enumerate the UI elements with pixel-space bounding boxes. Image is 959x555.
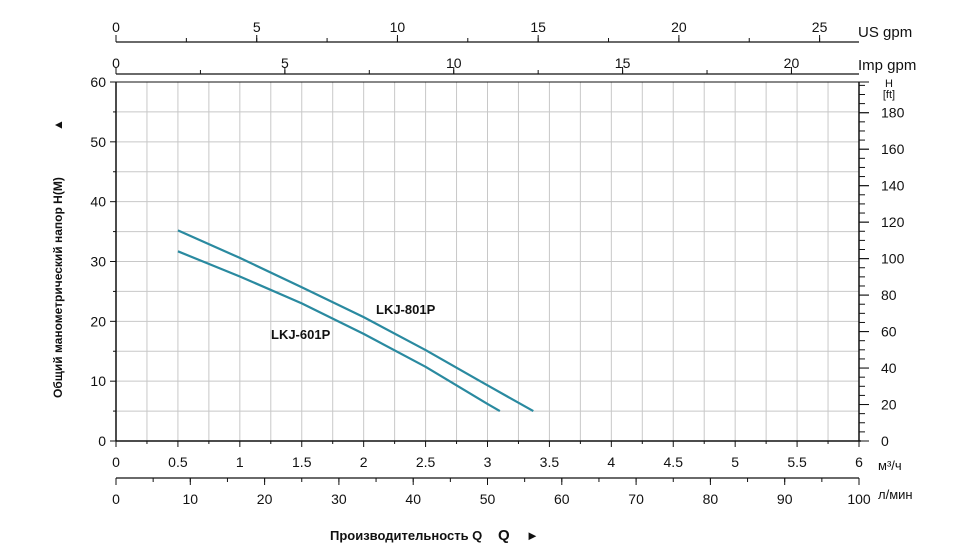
lmin-unit-label: л/мин: [878, 487, 913, 502]
y-tick-label: 40: [90, 194, 106, 210]
lmin-tick-label: 90: [777, 491, 793, 507]
x-tick-label: 5: [731, 454, 739, 470]
series: [177, 229, 534, 413]
usgpm-tick-label: 10: [390, 19, 406, 35]
ft-axis-label: H: [885, 78, 893, 90]
ft-tick-label: 140: [881, 178, 905, 194]
lmin-tick-label: 100: [847, 491, 871, 507]
series-label-601: LKJ-601P: [271, 327, 331, 342]
x-tick-label: 1.5: [292, 454, 312, 470]
x-tick-label: 2: [360, 454, 368, 470]
ft-axis-unit: [ft]: [883, 89, 895, 101]
lmin-tick-label: 20: [257, 491, 273, 507]
ft-tick-label: 160: [881, 141, 905, 157]
x-tick-label: 0.5: [168, 454, 188, 470]
impgpm-tick-label: 10: [446, 55, 462, 71]
x-unit-label: м³/ч: [878, 458, 902, 473]
x-tick-label: 4: [607, 454, 615, 470]
usgpm-unit-label: US gpm: [858, 24, 912, 41]
lmin-tick-label: 10: [183, 491, 199, 507]
x-tick-label: 5.5: [787, 454, 807, 470]
usgpm-tick-label: 5: [253, 19, 261, 35]
x-axis-q: Q: [498, 527, 510, 544]
lmin-tick-label: 70: [628, 491, 644, 507]
x-tick-label: 2.5: [416, 454, 436, 470]
y-axis-title: Общий манометрический напор H(M): [51, 177, 65, 398]
impgpm-tick-label: 20: [784, 55, 800, 71]
ft-tick-label: 0: [881, 433, 889, 449]
lmin-tick-label: 50: [480, 491, 496, 507]
x-axis-arrow: ►: [526, 528, 539, 543]
usgpm-tick-label: 0: [112, 19, 120, 35]
series-line-lkj-801p: [177, 229, 534, 413]
y-tick-label: 0: [98, 433, 106, 449]
impgpm-tick-label: 0: [112, 55, 120, 71]
y-tick-label: 60: [90, 74, 106, 90]
y-tick-label: 30: [90, 254, 106, 270]
ft-tick-label: 80: [881, 287, 897, 303]
ft-tick-label: 40: [881, 360, 897, 376]
lmin-tick-label: 0: [112, 491, 120, 507]
x-tick-label: 4.5: [664, 454, 684, 470]
series-label-801: LKJ-801P: [376, 302, 436, 317]
y-axis-arrow: ▲: [51, 119, 65, 131]
ft-tick-label: 180: [881, 105, 905, 121]
impgpm-unit-label: Imp gpm: [858, 57, 916, 74]
y-tick-label: 20: [90, 313, 106, 329]
ft-tick-label: 60: [881, 324, 897, 340]
y-tick-label: 10: [90, 373, 106, 389]
y-tick-label: 50: [90, 134, 106, 150]
ft-tick-label: 20: [881, 397, 897, 413]
ft-tick-label: 100: [881, 251, 905, 267]
lmin-tick-label: 30: [331, 491, 347, 507]
usgpm-tick-label: 20: [671, 19, 687, 35]
usgpm-tick-label: 25: [812, 19, 828, 35]
impgpm-tick-label: 5: [281, 55, 289, 71]
grid: [116, 81, 860, 441]
x-tick-label: 3.5: [540, 454, 560, 470]
lmin-tick-label: 60: [554, 491, 570, 507]
x-tick-label: 3: [484, 454, 492, 470]
usgpm-tick-label: 15: [530, 19, 546, 35]
series-line-lkj-601p: [177, 250, 501, 413]
x-tick-label: 6: [855, 454, 863, 470]
lmin-tick-label: 40: [405, 491, 421, 507]
lmin-tick-label: 80: [703, 491, 719, 507]
ft-tick-label: 120: [881, 214, 905, 230]
impgpm-tick-label: 15: [615, 55, 631, 71]
x-tick-label: 0: [112, 454, 120, 470]
x-tick-label: 1: [236, 454, 244, 470]
x-axis-title: Производительность Q: [330, 528, 482, 543]
